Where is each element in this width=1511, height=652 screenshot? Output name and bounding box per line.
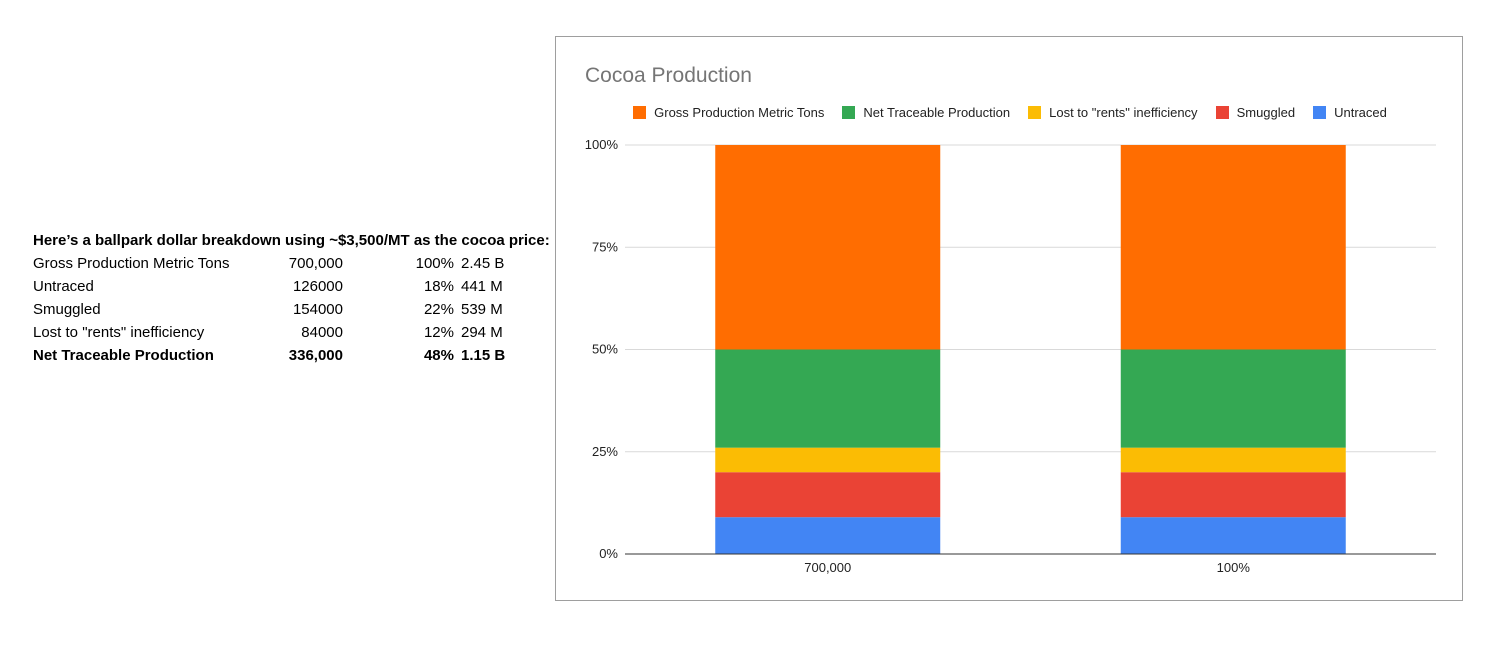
row-tons: 126000 xyxy=(292,278,343,295)
chart-legend: Gross Production Metric Tons Net Traceabl… xyxy=(556,105,1462,125)
row-tons: 336,000 xyxy=(288,347,343,364)
table-row: Lost to "rents" inefficiency 84000 12% 294 … xyxy=(33,321,553,344)
row-dollars: 539 M xyxy=(461,301,503,318)
legend-swatch xyxy=(842,106,856,119)
bar-segment[interactable] xyxy=(1120,145,1346,350)
table-row: Smuggled 154000 22% 539 M xyxy=(33,298,553,321)
legend-item[interactable]: Untraced xyxy=(1313,105,1387,120)
table-rows: Gross Production Metric Tons 700,000 100% 2… xyxy=(33,252,553,367)
table-heading: Here’s a ballpark dollar breakdown using… xyxy=(33,232,550,249)
y-tick-label: 25% xyxy=(592,444,618,459)
row-dollars: 2.45 B xyxy=(461,255,505,272)
bar-segment[interactable] xyxy=(1120,349,1346,448)
row-percent: 12% xyxy=(423,324,454,341)
bar-segment[interactable] xyxy=(1120,517,1346,554)
bar-segment[interactable] xyxy=(1120,447,1346,473)
bar-segment[interactable] xyxy=(715,517,941,554)
chart-frame[interactable]: Cocoa Production Gross Production Metric… xyxy=(555,36,1463,601)
legend-label: Gross Production Metric Tons xyxy=(654,105,825,120)
legend-swatch xyxy=(1028,106,1042,119)
row-tons: 84000 xyxy=(301,324,343,341)
row-dollars: 441 M xyxy=(461,278,503,295)
legend-swatch xyxy=(1313,106,1327,119)
y-tick-label: 0% xyxy=(599,546,618,561)
y-tick-label: 50% xyxy=(592,342,618,357)
legend-item[interactable]: Net Traceable Production xyxy=(842,105,1010,120)
row-tons: 700,000 xyxy=(288,255,343,272)
row-tons: 154000 xyxy=(292,301,343,318)
bar-segment[interactable] xyxy=(715,349,941,448)
chart-title: Cocoa Production xyxy=(585,64,752,87)
bar-segment[interactable] xyxy=(1120,472,1346,518)
row-percent: 18% xyxy=(423,278,454,295)
legend-item[interactable]: Gross Production Metric Tons xyxy=(633,105,824,120)
row-label: Untraced xyxy=(33,278,94,295)
row-dollars: 1.15 B xyxy=(461,347,506,364)
breakdown-table: Here’s a ballpark dollar breakdown using… xyxy=(33,230,553,367)
bar-segment[interactable] xyxy=(715,472,941,518)
bar-segment[interactable] xyxy=(715,447,941,473)
row-percent: 22% xyxy=(423,301,454,318)
table-row: Net Traceable Production 336,000 48% 1.15 B xyxy=(33,344,553,367)
legend-item[interactable]: Smuggled xyxy=(1215,105,1296,120)
row-label: Lost to "rents" inefficiency xyxy=(33,324,205,341)
row-percent: 100% xyxy=(415,255,454,272)
y-tick-label: 100% xyxy=(585,137,619,152)
table-row: Untraced 126000 18% 441 M xyxy=(33,275,553,298)
legend-item[interactable]: Lost to "rents" inefficiency xyxy=(1028,105,1198,120)
legend-label: Smuggled xyxy=(1236,105,1296,120)
row-label: Net Traceable Production xyxy=(33,347,214,364)
legend-swatch xyxy=(633,106,647,119)
legend-swatch xyxy=(1215,106,1229,119)
bar-segment[interactable] xyxy=(715,145,941,350)
x-tick-label: 100% xyxy=(1217,560,1251,575)
row-label: Gross Production Metric Tons xyxy=(33,255,230,272)
legend-label: Net Traceable Production xyxy=(863,105,1011,120)
row-label: Smuggled xyxy=(33,301,101,318)
y-tick-label: 75% xyxy=(592,239,618,254)
row-percent: 48% xyxy=(423,347,454,364)
legend-label: Lost to "rents" inefficiency xyxy=(1049,105,1198,120)
row-dollars: 294 M xyxy=(461,324,503,341)
chart-plot: 0% 25% 50% 75% 100% 700,000 100% xyxy=(585,137,1436,575)
table-row: Gross Production Metric Tons 700,000 100% 2… xyxy=(33,252,553,275)
x-tick-label: 700,000 xyxy=(804,560,851,575)
legend-label: Untraced xyxy=(1334,105,1387,120)
